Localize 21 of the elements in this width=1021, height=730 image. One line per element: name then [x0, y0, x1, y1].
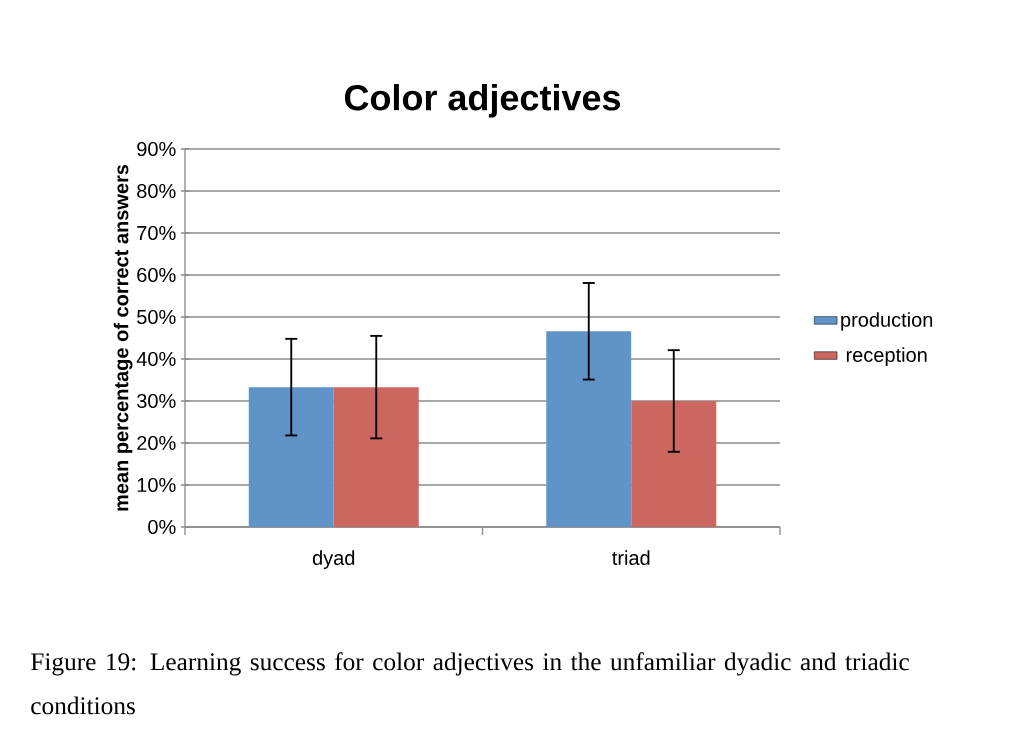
x-tick-label: dyad: [312, 550, 355, 569]
y-tick-label: 60%: [137, 267, 176, 283]
y-tick-label: 70%: [137, 225, 176, 241]
legend-label: reception: [846, 347, 927, 366]
chart-title: Color adjectives: [344, 84, 621, 118]
y-tick-label: 40%: [136, 351, 176, 367]
y-tick-label: 20%: [137, 435, 176, 451]
bar: [333, 387, 419, 527]
y-tick-label: 50%: [137, 309, 176, 325]
bar: [631, 400, 717, 527]
y-tick-label: 90%: [137, 141, 176, 157]
y-tick-label: 10%: [137, 477, 176, 493]
y-tick-label: 0%: [148, 519, 176, 535]
bar: [546, 331, 632, 527]
legend-label: production: [841, 312, 933, 331]
y-tick-label: 80%: [137, 183, 176, 199]
y-tick-label: 30%: [137, 393, 176, 409]
bar: [248, 387, 334, 527]
y-axis-title: mean percentage of correct answers: [113, 164, 133, 511]
caption: Figure 19: Learning success for color adjectives in the unfamiliar dyadic and triadic conditions: [31, 652, 909, 715]
x-tick-label: triad: [612, 550, 650, 566]
